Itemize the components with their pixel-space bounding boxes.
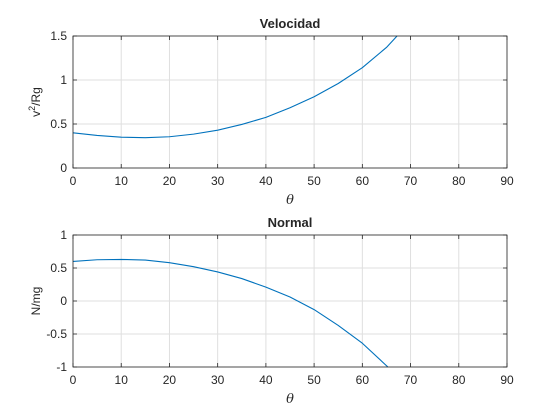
x-tick-label: 80 (452, 174, 466, 188)
axes-background (73, 36, 507, 168)
y-tick-label: 1.5 (50, 29, 67, 43)
y-axis-label: N/mg (29, 287, 43, 316)
x-tick-label: 0 (70, 174, 77, 188)
x-tick-label: 30 (211, 373, 225, 387)
x-tick-label: 30 (211, 174, 225, 188)
x-tick-label: 10 (115, 373, 129, 387)
y-tick-label: 1 (60, 73, 67, 87)
axes-box (72, 35, 508, 169)
series-line (72, 258, 389, 368)
x-tick-label: 90 (500, 174, 514, 188)
x-tick-label: 10 (115, 174, 129, 188)
y-tick-label: 0.5 (50, 117, 67, 131)
x-tick-label: 60 (356, 174, 370, 188)
x-tick-label: 50 (307, 174, 321, 188)
y-tick-label: 0.5 (50, 261, 67, 275)
x-tick-label: 70 (404, 373, 418, 387)
y-tick-label: 0 (60, 294, 67, 308)
y-tick-label: -0.5 (46, 327, 67, 341)
y-tick-label: 0 (60, 161, 67, 175)
series-line (72, 35, 398, 139)
x-axis-label: θ (286, 392, 294, 407)
x-tick-label: 90 (500, 373, 514, 387)
chart-title: Velocidad (260, 16, 321, 31)
y-tick-label: 1 (60, 228, 67, 242)
x-tick-label: 20 (163, 174, 177, 188)
x-tick-label: 80 (452, 373, 466, 387)
x-tick-label: 60 (356, 373, 370, 387)
x-tick-label: 70 (404, 174, 418, 188)
x-axis-label: θ (286, 193, 294, 208)
x-tick-label: 40 (259, 174, 273, 188)
chart-title: Normal (268, 215, 313, 230)
x-tick-label: 50 (307, 373, 321, 387)
y-tick-label: -1 (56, 360, 67, 374)
velocidad-plot: 0 10 20 30 40 50 60 70 80 90 0 0.5 1 1.5 Velocidad θ v2/… (27, 16, 514, 208)
x-tick-label: 20 (163, 373, 177, 387)
y-axis-label: v2/Rg (27, 87, 43, 117)
x-tick-label: 40 (259, 373, 273, 387)
normal-plot: 0 10 20 30 40 50 60 70 80 90 -1 -0.5 0 0.5 1 Normal θ N/m… (29, 215, 514, 407)
x-tick-label: 0 (70, 373, 77, 387)
